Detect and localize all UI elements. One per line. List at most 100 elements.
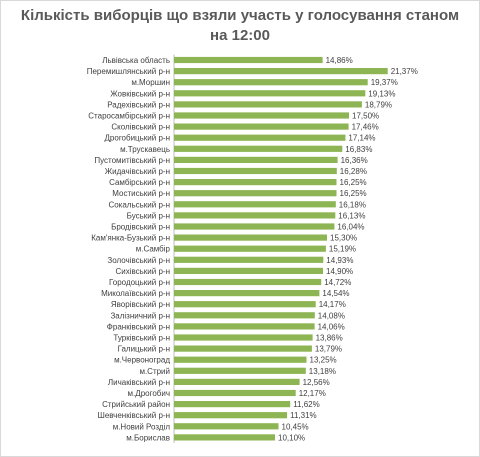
value-label: 16,36% [341, 156, 368, 165]
bar [174, 434, 275, 441]
bar [174, 123, 349, 130]
category-label: Пустомитівський р-н [94, 156, 170, 165]
bar [174, 56, 323, 64]
value-label: 16,13% [338, 211, 365, 220]
chart-title-line2: на 12:00 [210, 27, 270, 44]
bar [174, 412, 288, 419]
value-label: 19,13% [368, 89, 395, 98]
category-label: Залізничний р-н [110, 311, 170, 320]
value-label: 15,19% [329, 245, 356, 254]
category-label: м.Борислав [126, 433, 170, 442]
category-label: Золочівський р-н [107, 256, 170, 265]
value-label: 13,86% [316, 334, 343, 343]
category-label: Турківський р-н [113, 334, 170, 343]
bar [174, 134, 346, 141]
bar [174, 223, 335, 230]
chart-title-line1: Кількість виборців що взяли участь у гол… [20, 7, 460, 24]
value-label: 17,46% [352, 123, 379, 132]
value-label: 16,25% [340, 189, 367, 198]
value-label: 13,18% [309, 367, 336, 376]
category-label: Жовківський р-н [110, 89, 170, 98]
value-label: 14,08% [318, 311, 345, 320]
bar [174, 212, 336, 219]
category-label: Стрийський район [102, 400, 170, 409]
value-label: 11,62% [293, 400, 320, 409]
bar [174, 378, 300, 385]
bar [174, 389, 296, 397]
category-label: м.Моршин [131, 78, 170, 87]
category-label: Городоцький р-н [109, 278, 170, 287]
category-label: Сокальський р-н [108, 200, 170, 209]
bar [174, 301, 316, 308]
bar [174, 112, 349, 119]
category-label: Сколівський р-н [111, 123, 170, 132]
bar [174, 401, 291, 408]
category-label: Миколаївський р-н [101, 289, 170, 298]
bar [174, 79, 368, 86]
value-label: 10,10% [278, 433, 305, 442]
value-label: 16,83% [345, 145, 372, 154]
chart-title: Кількість виборців що взяли участь у гол… [0, 6, 480, 46]
category-label: Галицький р-н [118, 345, 170, 354]
bar [174, 245, 326, 252]
category-labels-group: Львівська область Перемишлянський р-н м.Мо… [87, 56, 171, 442]
bar [174, 190, 337, 197]
bar [174, 323, 315, 330]
value-label: 12,56% [303, 378, 330, 387]
category-label: м.Трускавець [120, 145, 170, 154]
bar [174, 345, 312, 352]
category-label: Кам'янка-Бузький р-н [91, 234, 170, 243]
value-label: 14,86% [326, 56, 353, 65]
bar [174, 156, 338, 163]
value-label: 14,17% [319, 300, 346, 309]
bar [174, 278, 322, 286]
value-label: 11,31% [290, 411, 317, 420]
value-label: 16,25% [340, 178, 367, 187]
category-label: м.Новий Розділ [113, 422, 171, 431]
bar [174, 367, 306, 374]
bars-group [174, 56, 388, 441]
category-label: м.Стрий [139, 367, 170, 376]
bar [174, 167, 337, 175]
category-label: Перемишлянський р-н [87, 67, 170, 76]
value-label: 12,17% [299, 389, 326, 398]
category-label: Старосамбірський р-н [88, 112, 170, 121]
value-label: 18,79% [365, 100, 392, 109]
category-label: Радехівський р-н [107, 100, 170, 109]
bar [174, 334, 313, 341]
bar [174, 256, 324, 263]
bar [174, 290, 320, 297]
value-label: 14,06% [318, 322, 345, 331]
value-label: 13,79% [315, 345, 342, 354]
value-label: 10,45% [282, 422, 309, 431]
value-label: 14,72% [324, 278, 351, 287]
category-label: Сихівський р-н [115, 267, 170, 276]
bar [174, 101, 362, 108]
bar [174, 145, 343, 152]
category-label: м.Дрогобич [128, 389, 170, 398]
category-label: Франківський р-н [107, 322, 170, 331]
category-label: Самбірський р-н [109, 178, 170, 187]
value-label: 14,90% [326, 267, 353, 276]
value-label: 21,37% [391, 67, 418, 76]
value-label: 16,18% [339, 200, 366, 209]
value-label: 16,28% [340, 167, 367, 176]
category-label: Яворівський р-н [111, 300, 170, 309]
value-label: 17,14% [348, 134, 375, 143]
value-label: 16,04% [337, 223, 364, 232]
bar [174, 356, 307, 363]
bar [174, 423, 279, 430]
bar [174, 234, 327, 241]
value-label: 19,37% [371, 78, 398, 87]
category-label: Львівська область [102, 56, 170, 65]
bar [174, 312, 315, 319]
category-label: Бродівський р-н [111, 223, 170, 232]
bar [174, 179, 337, 186]
category-label: Мостиський р-н [112, 189, 170, 198]
bar [174, 267, 323, 274]
bar [174, 201, 336, 208]
value-label: 13,25% [310, 356, 337, 365]
category-label: Личаківський р-н [108, 378, 170, 387]
category-label: Буський р-н [127, 211, 170, 220]
